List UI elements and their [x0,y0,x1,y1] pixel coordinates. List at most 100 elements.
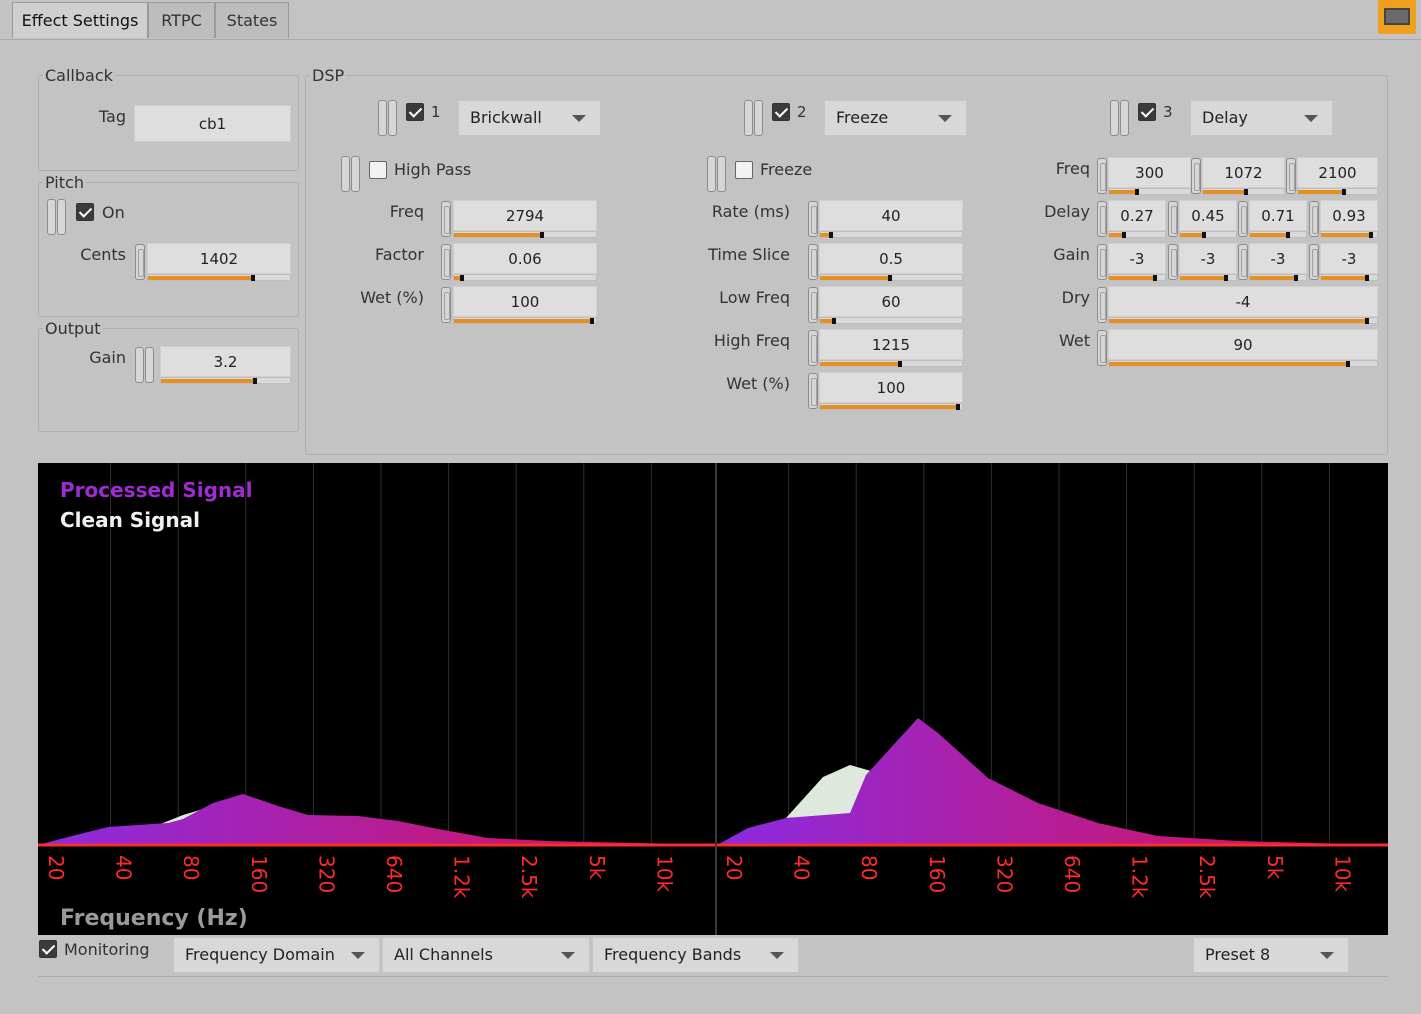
s2-rate-value[interactable]: 40 [819,200,963,231]
s1-wet-value[interactable]: 100 [453,286,597,317]
slot2-toggle-drag-handle[interactable] [707,156,727,192]
s3-delay3-slider[interactable] [1249,231,1307,238]
s3-delay1-slider[interactable] [1108,231,1166,238]
monitoring-checkbox[interactable] [39,940,57,958]
s3-delay2-handle[interactable] [1168,201,1178,237]
s2-high-slider[interactable] [819,360,963,367]
s3-delay3-handle[interactable] [1238,201,1248,237]
slot2-effect-dropdown[interactable]: Freeze [824,100,967,136]
slot1-toggle-drag-handle[interactable] [341,156,361,192]
tag-value[interactable]: cb1 [134,105,291,142]
s2-wet-field[interactable]: 100 [819,372,963,410]
s3-gain4-handle[interactable] [1309,244,1319,280]
s3-delay4-value[interactable]: 0.93 [1320,200,1378,231]
s3-wet-field[interactable]: 90 [1108,329,1378,367]
s1-factor-handle[interactable] [441,244,451,280]
s3-freq2-field[interactable]: 1072 [1202,157,1285,195]
s2-low-value[interactable]: 60 [819,286,963,317]
s3-delay2-field[interactable]: 0.45 [1179,200,1237,238]
gain-field[interactable]: 3.2 [160,346,291,384]
s3-delay3-value[interactable]: 0.71 [1249,200,1307,231]
s3-delay1-handle[interactable] [1097,201,1107,237]
cents-value[interactable]: 1402 [147,243,291,274]
s2-slice-field[interactable]: 0.5 [819,243,963,281]
high-pass-checkbox[interactable] [369,161,387,179]
s3-freq3-slider[interactable] [1297,188,1378,195]
freeze-checkbox[interactable] [735,161,753,179]
s1-freq-slider[interactable] [453,231,597,238]
s3-gain3-handle[interactable] [1238,244,1248,280]
pitch-on-drag-handle[interactable] [47,199,67,235]
s3-gain2-value[interactable]: -3 [1179,243,1237,274]
s3-delay2-value[interactable]: 0.45 [1179,200,1237,231]
preset-dropdown[interactable]: Preset 8 [1193,937,1349,973]
s3-delay1-value[interactable]: 0.27 [1108,200,1166,231]
s1-wet-field[interactable]: 100 [453,286,597,324]
slot3-effect-dropdown[interactable]: Delay [1190,100,1333,136]
s1-wet-handle[interactable] [441,287,451,323]
s3-delay4-field[interactable]: 0.93 [1320,200,1378,238]
s2-low-field[interactable]: 60 [819,286,963,324]
s3-wet-handle[interactable] [1097,330,1107,366]
s3-freq1-value[interactable]: 300 [1108,157,1191,188]
s3-freq3-handle[interactable] [1286,158,1296,194]
s3-dry-slider[interactable] [1108,317,1378,324]
pitch-on-checkbox[interactable] [76,203,94,221]
s3-gain4-slider[interactable] [1320,274,1378,281]
s3-wet-value[interactable]: 90 [1108,329,1378,360]
s3-gain4-field[interactable]: -3 [1320,243,1378,281]
domain-dropdown[interactable]: Frequency Domain [173,937,380,973]
s2-low-slider[interactable] [819,317,963,324]
tab-states[interactable]: States [215,2,289,38]
slot2-drag-handle[interactable] [744,100,764,136]
bands-dropdown[interactable]: Frequency Bands [592,937,799,973]
s3-delay3-field[interactable]: 0.71 [1249,200,1307,238]
s3-gain3-field[interactable]: -3 [1249,243,1307,281]
slot2-enable-checkbox[interactable] [772,103,790,121]
s3-dry-field[interactable]: -4 [1108,286,1378,324]
slot1-enable-checkbox[interactable] [406,103,424,121]
s3-freq2-value[interactable]: 1072 [1202,157,1285,188]
s3-delay4-slider[interactable] [1320,231,1378,238]
s3-gain4-value[interactable]: -3 [1320,243,1378,274]
s2-slice-value[interactable]: 0.5 [819,243,963,274]
s3-gain1-handle[interactable] [1097,244,1107,280]
s3-gain3-value[interactable]: -3 [1249,243,1307,274]
s3-gain2-field[interactable]: -3 [1179,243,1237,281]
s3-gain1-value[interactable]: -3 [1108,243,1166,274]
s3-gain3-slider[interactable] [1249,274,1307,281]
s1-freq-field[interactable]: 2794 [453,200,597,238]
tag-field[interactable]: cb1 [134,105,291,143]
s3-dry-value[interactable]: -4 [1108,286,1378,317]
s2-rate-slider[interactable] [819,231,963,238]
s3-freq2-handle[interactable] [1191,158,1201,194]
gain-drag-handle[interactable] [135,347,155,383]
s3-gain2-slider[interactable] [1179,274,1237,281]
channels-dropdown[interactable]: All Channels [382,937,590,973]
slot3-drag-handle[interactable] [1110,100,1130,136]
tab-effect-settings[interactable]: Effect Settings [12,2,148,38]
s3-freq2-slider[interactable] [1202,188,1285,195]
slot1-effect-dropdown[interactable]: Brickwall [458,100,601,136]
s3-wet-slider[interactable] [1108,360,1378,367]
s2-rate-handle[interactable] [808,201,818,237]
s1-factor-slider[interactable] [453,274,597,281]
cents-field[interactable]: 1402 [147,243,291,281]
cents-slider[interactable] [147,274,291,281]
s1-factor-value[interactable]: 0.06 [453,243,597,274]
s3-gain2-handle[interactable] [1168,244,1178,280]
gain-slider[interactable] [160,377,291,384]
s3-freq3-field[interactable]: 2100 [1297,157,1378,195]
cents-drag-handle[interactable] [135,244,145,280]
s1-freq-handle[interactable] [441,201,451,237]
s3-gain1-field[interactable]: -3 [1108,243,1166,281]
s1-freq-value[interactable]: 2794 [453,200,597,231]
slot3-enable-checkbox[interactable] [1138,103,1156,121]
window-toggle-button[interactable] [1378,0,1416,34]
s2-wet-handle[interactable] [808,373,818,409]
s3-delay1-field[interactable]: 0.27 [1108,200,1166,238]
slot1-drag-handle[interactable] [378,100,398,136]
tab-rtpc[interactable]: RTPC [148,2,215,38]
s2-wet-value[interactable]: 100 [819,372,963,403]
s3-delay2-slider[interactable] [1179,231,1237,238]
